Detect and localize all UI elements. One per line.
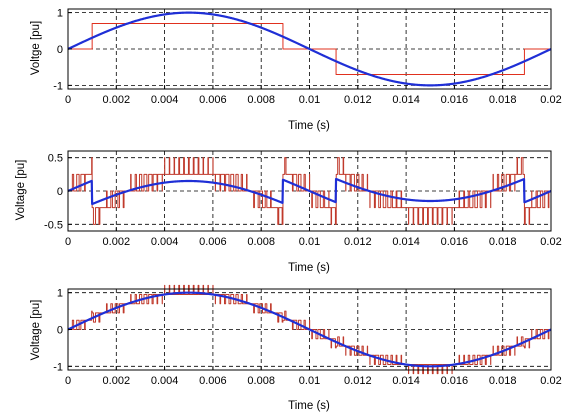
- x-tick-label: 0.02: [540, 236, 561, 248]
- y-tick-label: 1: [57, 288, 63, 300]
- x-tick-label: 0.012: [344, 236, 372, 248]
- subplot-2: 0 0.002 0.004 0.006 0.008 0.01 0.012 0.014 0.016…: [15, 150, 562, 274]
- x-tick-label: 0.012: [344, 375, 372, 387]
- ylabel-2: Voltage [pu]: [15, 160, 27, 221]
- subplot-3: 0 0.002 0.004 0.006 0.008 0.01 0.012 0.014 0.016…: [30, 284, 562, 412]
- x-tick-label: 0.006: [199, 375, 227, 387]
- y-tick-label: -1: [53, 361, 63, 373]
- x-tick-label: 0.014: [392, 94, 420, 106]
- ylabel-3: Voltage [pu]: [30, 300, 42, 361]
- subplot-1: 0 0.002 0.004 0.006 0.008 0.01 0.012 0.014 0.016…: [30, 8, 562, 132]
- x-tick-label: 0.018: [489, 375, 517, 387]
- x-tick-label: 0.006: [199, 94, 227, 106]
- y-tick-label: 0.5: [48, 153, 63, 165]
- x-tick-label: 0.008: [247, 94, 275, 106]
- x-tick-label: 0.02: [540, 375, 561, 387]
- x-tick-label: 0.004: [151, 375, 179, 387]
- x-tick-label: 0.01: [299, 94, 320, 106]
- y-tick-label: 0: [57, 186, 63, 198]
- x-tick-label: 0.002: [103, 375, 131, 387]
- x-tick-label: 0: [65, 236, 71, 248]
- x-tick-label: 0.008: [247, 375, 275, 387]
- xlabel-3: Time (s): [288, 400, 330, 412]
- x-tick-label: 0.002: [103, 94, 131, 106]
- x-tick-label: 0.01: [299, 375, 320, 387]
- y-tick-label: -1: [53, 80, 63, 92]
- y-tick-label: -0.5: [44, 219, 63, 231]
- y-tick-label: 0: [57, 44, 63, 56]
- series-sine: [67, 11, 552, 87]
- series-sine: [67, 291, 552, 368]
- series-error_sine: [67, 177, 552, 206]
- xlabel-1: Time (s): [288, 120, 330, 132]
- x-tick-label: 0: [65, 375, 71, 387]
- x-tick-label: 0.018: [489, 236, 517, 248]
- x-tick-label: 0.016: [441, 375, 469, 387]
- y-tick-label: 0: [57, 325, 63, 337]
- x-tick-label: 0.012: [344, 94, 372, 106]
- x-tick-label: 0.006: [199, 236, 227, 248]
- plot-area-3: 0 0.002 0.004 0.006 0.008 0.01 0.012 0.014 0.016…: [53, 284, 562, 387]
- xlabel-2: Time (s): [288, 262, 330, 274]
- x-tick-label: 0.018: [489, 94, 517, 106]
- x-tick-label: 0.016: [441, 94, 469, 106]
- x-tick-label: 0.014: [392, 236, 420, 248]
- ylabel-1: Voltge [pu]: [30, 21, 42, 75]
- x-tick-label: 0.002: [103, 236, 131, 248]
- plot-area-2: 0 0.002 0.004 0.006 0.008 0.01 0.012 0.014 0.016…: [44, 150, 562, 248]
- x-tick-label: 0.008: [247, 236, 275, 248]
- x-tick-label: 0.01: [299, 236, 320, 248]
- x-tick-label: 0.02: [540, 94, 561, 106]
- plot-area-1: 0 0.002 0.004 0.006 0.008 0.01 0.012 0.014 0.016…: [53, 8, 561, 106]
- y-tick-label: 1: [57, 8, 63, 20]
- x-tick-label: 0.014: [392, 375, 420, 387]
- x-tick-label: 0.004: [151, 236, 179, 248]
- x-tick-label: 0: [65, 94, 71, 106]
- x-tick-label: 0.004: [151, 94, 179, 106]
- x-tick-label: 0.016: [441, 236, 469, 248]
